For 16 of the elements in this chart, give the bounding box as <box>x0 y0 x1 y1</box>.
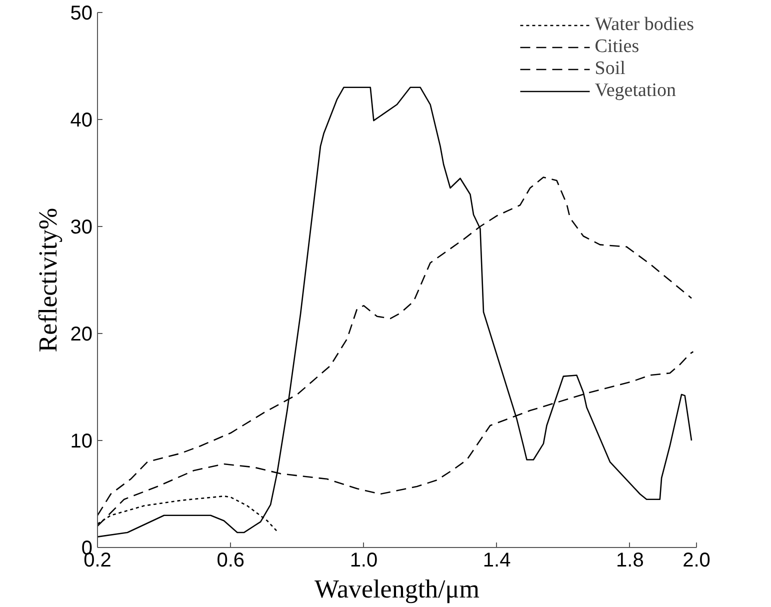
x-tick-label: 1.0 <box>350 550 378 572</box>
y-tick-label: 10 <box>70 430 93 452</box>
x-axis-title: Wavelength/μm <box>314 574 480 604</box>
y-tick-label: 20 <box>70 324 93 346</box>
x-tick-label: 1.4 <box>482 550 511 572</box>
legend-label: Soil <box>594 58 626 80</box>
x-tick-label: 2.0 <box>682 550 710 572</box>
y-tick-label: 40 <box>70 110 93 132</box>
legend-label: Cities <box>594 36 640 58</box>
legend-label: Vegetation <box>594 80 676 102</box>
x-tick-label: 1.8 <box>616 550 644 572</box>
y-axis-title: Reflectivity% <box>33 208 62 352</box>
legend-label: Water bodies <box>594 14 694 36</box>
y-tick-label: 30 <box>70 216 93 238</box>
y-tick-label: 50 <box>70 2 93 24</box>
x-tick-label: 0.6 <box>216 550 245 572</box>
